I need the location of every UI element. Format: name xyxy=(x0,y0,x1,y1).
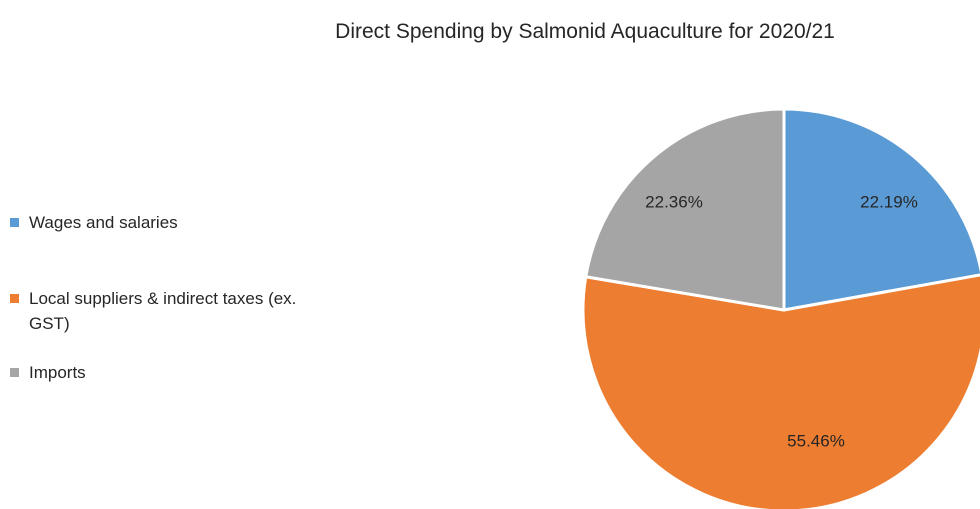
legend-swatch-local-suppliers xyxy=(10,294,19,303)
legend-label-imports: Imports xyxy=(29,363,86,382)
legend-item-wages: Wages and salaries xyxy=(10,210,178,235)
legend-item-local-suppliers: Local suppliers & indirect taxes (ex. GS… xyxy=(10,286,340,336)
pie-slice-wages xyxy=(782,107,980,312)
pie-slice-local-suppliers xyxy=(581,273,980,509)
legend-item-imports: Imports xyxy=(10,360,86,385)
pie-slice-imports xyxy=(584,107,786,312)
slice-label-local-suppliers: 55.46% xyxy=(787,431,845,450)
slice-label-imports: 22.36% xyxy=(645,192,703,211)
legend-swatch-imports xyxy=(10,368,19,377)
legend-swatch-wages xyxy=(10,218,19,227)
legend-label-local-suppliers: Local suppliers & indirect taxes (ex. GS… xyxy=(29,289,297,333)
slice-label-wages: 22.19% xyxy=(860,192,918,211)
legend-label-wages: Wages and salaries xyxy=(29,213,178,232)
chart-title: Direct Spending by Salmonid Aquaculture … xyxy=(335,20,835,43)
